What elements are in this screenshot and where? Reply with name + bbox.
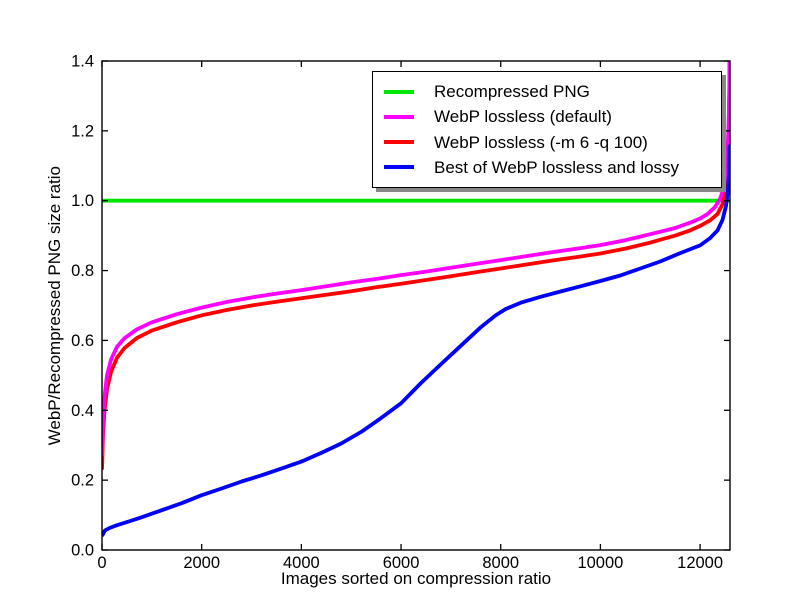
y-axis-label: WebP/Recompressed PNG size ratio bbox=[45, 165, 64, 446]
x-axis-label: Images sorted on compression ratio bbox=[280, 569, 552, 588]
legend-item: WebP lossless (default) bbox=[373, 108, 721, 125]
series-webp-lossless-default bbox=[102, 61, 730, 456]
y-tick-label: 0.6 bbox=[71, 332, 94, 350]
x-tick-label: 0 bbox=[97, 554, 106, 572]
legend-item-label: WebP lossless (-m 6 -q 100) bbox=[434, 132, 648, 152]
x-tick-label: 10000 bbox=[577, 554, 623, 572]
legend-line-swatch-icon bbox=[384, 140, 414, 145]
y-ticks bbox=[102, 60, 730, 551]
y-tick-label: 1.4 bbox=[71, 53, 94, 71]
x-tick-label: 2000 bbox=[183, 554, 220, 572]
x-tick-labels: 0 2000 4000 6000 8000 10000 12000 bbox=[97, 554, 723, 572]
legend-item: WebP lossless (-m 6 -q 100) bbox=[373, 134, 721, 151]
y-tick-label: 0.2 bbox=[71, 472, 94, 490]
series-best-of-webp-lossless-and-lossy bbox=[102, 144, 730, 537]
legend-item-label: Recompressed PNG bbox=[434, 82, 590, 102]
plot-border bbox=[101, 60, 731, 551]
y-tick-label: 0.8 bbox=[71, 262, 94, 280]
y-tick-labels: 0.0 0.2 0.4 0.6 0.8 1.0 1.2 1.4 bbox=[71, 53, 94, 560]
x-tick-label: 6000 bbox=[383, 554, 420, 572]
legend-line-swatch-icon bbox=[384, 165, 414, 170]
y-axis-label-wrap: WebP/Recompressed PNG size ratio bbox=[45, 61, 65, 550]
y-tick-label: 0.0 bbox=[71, 542, 94, 560]
legend: Recompressed PNG WebP lossless (default) W… bbox=[372, 71, 722, 188]
legend-item-label: WebP lossless (default) bbox=[434, 107, 612, 127]
x-tick-label: 8000 bbox=[482, 554, 519, 572]
series-webp-lossless-m-6-q-100 bbox=[102, 61, 730, 470]
x-tick-label: 12000 bbox=[677, 554, 723, 572]
legend-item-label: Best of WebP lossless and lossy bbox=[434, 157, 680, 177]
series-lines bbox=[102, 61, 730, 537]
y-tick-label: 1.2 bbox=[71, 122, 94, 140]
x-ticks bbox=[101, 61, 701, 550]
x-tick-label: 4000 bbox=[283, 554, 320, 572]
legend-item: Best of WebP lossless and lossy bbox=[373, 159, 721, 176]
legend-line-swatch-icon bbox=[384, 89, 414, 94]
legend-line-swatch-icon bbox=[384, 114, 414, 119]
y-tick-label: 0.4 bbox=[71, 402, 94, 420]
legend-item: Recompressed PNG bbox=[373, 83, 721, 100]
y-tick-label: 1.0 bbox=[71, 192, 94, 210]
